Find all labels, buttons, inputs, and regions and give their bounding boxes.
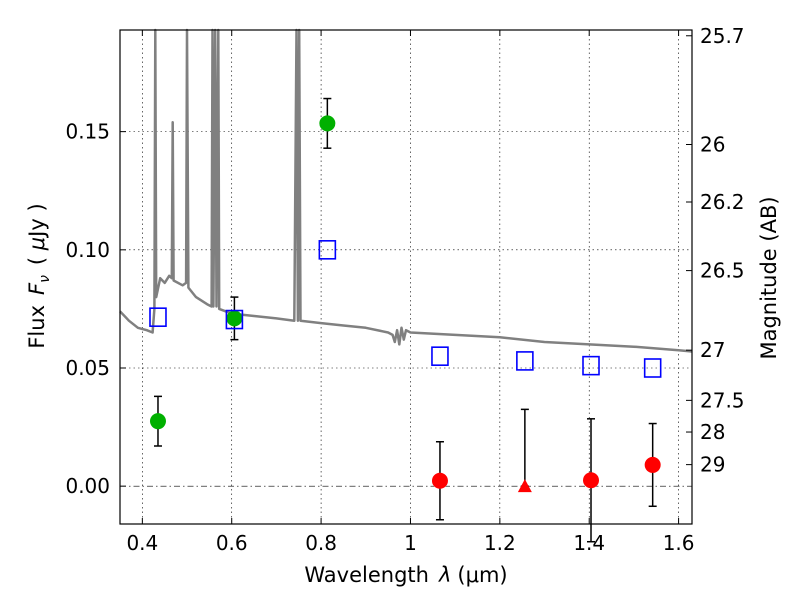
y-tick-label: 0.05 — [65, 356, 110, 380]
photometry-points — [149, 97, 662, 543]
spectrum-line — [119, 28, 693, 353]
model-point — [582, 355, 600, 376]
y-tick-label: 0.10 — [65, 238, 110, 262]
right-tick-label: 29 — [700, 453, 725, 477]
data-point — [583, 472, 600, 489]
x-tick-label: 1.2 — [484, 531, 516, 555]
right-tick-label: 26.5 — [700, 259, 745, 283]
x-tick-label: 0.6 — [216, 531, 248, 555]
data-point — [319, 115, 336, 132]
x-tick-label: 1.4 — [573, 531, 605, 555]
data-point — [149, 413, 166, 430]
grid — [120, 30, 692, 524]
x-tick-label: 1.6 — [663, 531, 695, 555]
axis-ticks: 0.4 0.6 0.8 1 1.2 1.4 1.6 0.00 0.05 0.10 0.15 25.7 2… — [65, 24, 744, 555]
right-tick-label: 27 — [700, 338, 725, 362]
plot-frame — [119, 29, 693, 525]
data-point — [226, 310, 243, 327]
y-tick-label: 0.15 — [65, 120, 110, 144]
model-point — [318, 240, 337, 260]
y-tick-label: 0.00 — [65, 474, 110, 498]
x-tick-label: 0.4 — [126, 531, 158, 555]
model-point — [431, 346, 449, 366]
y-axis-title: FluxFν( μJy ) — [25, 203, 53, 348]
right-tick-label: 25.7 — [700, 24, 745, 48]
spectrum-series — [119, 28, 693, 353]
model-point — [149, 307, 167, 327]
model-point — [225, 309, 244, 330]
data-point-upper-limit — [517, 479, 532, 493]
right-tick-label: 27.5 — [700, 388, 745, 412]
right-axis-title: Magnitude (AB) — [757, 196, 781, 359]
x-axis-title: Wavelength λ (μm) — [304, 563, 507, 587]
model-point — [516, 351, 534, 371]
x-tick-label: 0.8 — [305, 531, 337, 555]
data-point — [644, 456, 661, 473]
right-tick-label: 26 — [700, 133, 725, 157]
data-point — [431, 472, 448, 489]
model-point — [643, 358, 662, 378]
x-tick-label: 1 — [404, 531, 417, 555]
right-tick-label: 26.2 — [700, 190, 745, 214]
right-tick-label: 28 — [700, 420, 725, 444]
